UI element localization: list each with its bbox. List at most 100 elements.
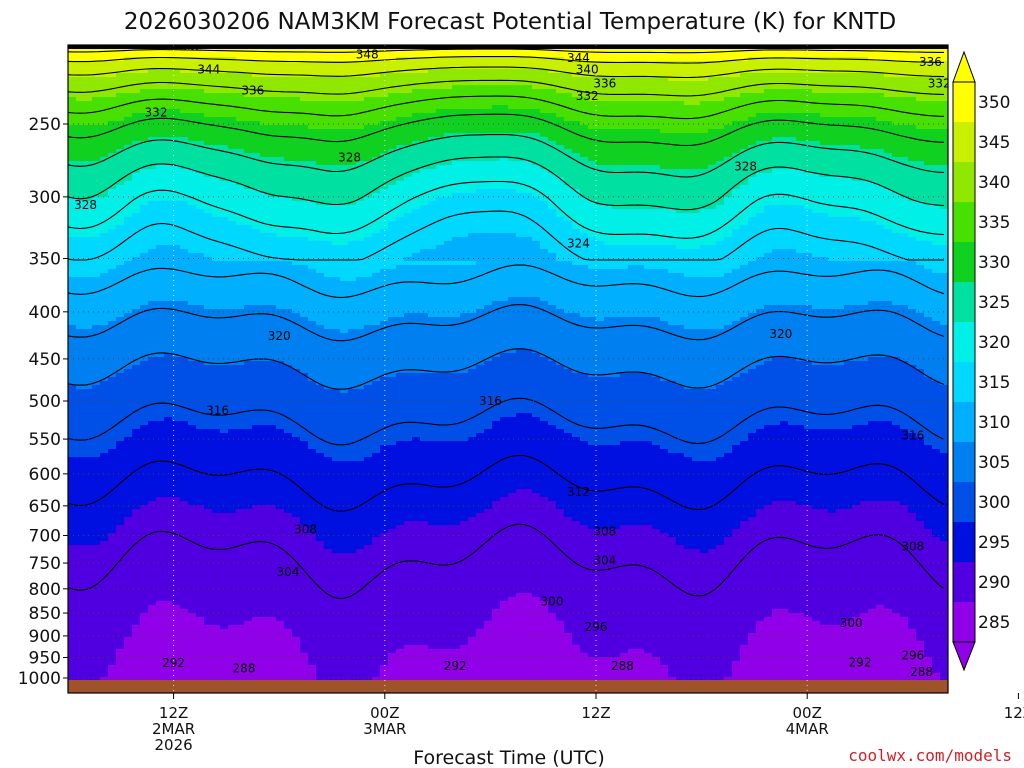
contour-label: 308: [294, 523, 317, 537]
contour-label: 344: [567, 51, 590, 65]
contour-label: 296: [901, 648, 924, 662]
y-tick-label: 850: [29, 604, 61, 624]
colorbar-swatch: [953, 362, 975, 403]
colorbar-max-arrow: [952, 50, 976, 83]
x-tick-label: 00Z: [370, 704, 399, 722]
y-tick-label: 500: [29, 392, 61, 412]
contour-label: 304: [593, 553, 616, 567]
contour-label: 320: [268, 329, 291, 343]
y-tick-label: 350: [29, 249, 61, 269]
colorbar-tick-label: 325: [978, 293, 1010, 313]
colorbar-swatch: [953, 402, 975, 443]
contour-label: 332: [928, 77, 951, 91]
grid: [68, 45, 948, 693]
contour-label: 308: [593, 524, 616, 538]
colorbar-swatch: [953, 602, 975, 643]
contour-label: 328: [338, 151, 361, 165]
contour-label: 316: [206, 403, 229, 417]
ground: [68, 680, 948, 693]
colorbar-swatch: [953, 202, 975, 243]
y-tick-label: 900: [29, 627, 61, 647]
contour-label: 288: [910, 665, 933, 679]
y-axis: 250 300 350 400 450 500 550 600 650 700 750 800 850 9…: [18, 115, 68, 689]
colorbar-min-arrow: [952, 641, 976, 672]
plot-frame: [67, 44, 949, 694]
contour-label: 348: [356, 47, 379, 61]
contour-label: 332: [145, 106, 168, 120]
colorbar-tick-label: 300: [978, 493, 1010, 513]
x-tick-label: 3MAR: [363, 720, 406, 738]
contour-label: 288: [233, 661, 256, 675]
x-tick-label: 2026: [155, 736, 193, 754]
contour-label: 292: [444, 659, 467, 673]
contour-288: [68, 523, 945, 599]
contour-label: 324: [567, 236, 590, 250]
contour-label: 312: [945, 494, 968, 508]
colorbar-swatch: [953, 82, 975, 123]
y-tick-label: 550: [29, 430, 61, 450]
contour-320: [68, 156, 945, 211]
y-tick-label: 600: [29, 465, 61, 485]
contour-label: 316: [901, 428, 924, 442]
contour-328: [68, 113, 945, 147]
y-tick-label: 1000: [18, 669, 61, 689]
x-tick-label: 12Z: [581, 704, 610, 722]
colorbar-tick-label: 350: [978, 93, 1010, 113]
colorbar-tick-label: 305: [978, 453, 1010, 473]
contour-292: [68, 454, 945, 512]
y-tick-label: 450: [29, 350, 61, 370]
x-axis: 12Z2MAR202600Z3MAR12Z00Z4MAR12Z: [152, 693, 1024, 754]
colorbar-swatch: [953, 562, 975, 603]
chart-title: 2026030206 NAM3KM Forecast Potential Tem…: [124, 9, 896, 35]
contour-label: 336: [241, 84, 264, 98]
x-tick-label: 4MAR: [786, 720, 829, 738]
contour-label: 292: [849, 656, 872, 670]
contour-label: 336: [593, 77, 616, 91]
x-tick-label: 12Z: [159, 704, 188, 722]
contour-label: 292: [162, 656, 185, 670]
contour-340: [68, 66, 945, 79]
colorbar-tick-label: 340: [978, 173, 1010, 193]
colorbar-swatch: [953, 282, 975, 323]
contour-label: 340: [576, 62, 599, 76]
colorbar-swatch: [953, 242, 975, 283]
contour-336: [68, 79, 945, 97]
contour-label: 288: [611, 659, 634, 673]
contour-label: 320: [769, 327, 792, 341]
contour-344: [68, 56, 945, 64]
contour-label: 300: [840, 616, 863, 630]
colorbar-tick-label: 335: [978, 213, 1010, 233]
contour-label: 332: [576, 89, 599, 103]
colorbar-swatch: [953, 162, 975, 203]
colorbar-swatch: [953, 482, 975, 523]
colorbar-tick-label: 295: [978, 533, 1010, 553]
contour-308: [68, 264, 945, 298]
x-tick-label: 12Z: [1004, 704, 1024, 722]
credit-link[interactable]: coolwx.com/models: [848, 746, 1012, 765]
y-tick-label: 400: [29, 303, 61, 323]
y-tick-label: 650: [29, 497, 61, 517]
y-tick-label: 750: [29, 554, 61, 574]
colorbar-tick-label: 290: [978, 573, 1010, 593]
x-tick-label: 2MAR: [152, 720, 195, 738]
y-tick-label: 950: [29, 649, 61, 669]
contour-label: 304: [277, 565, 300, 579]
contour-label: 328: [74, 198, 97, 212]
contour-label: 336: [919, 55, 942, 69]
contour-label: 300: [541, 595, 564, 609]
contour-296: [68, 397, 945, 446]
colorbar-tick-label: 315: [978, 373, 1010, 393]
y-tick-label: 250: [29, 115, 61, 135]
colorbar-tick-label: 345: [978, 133, 1010, 153]
colorbar-swatch: [953, 522, 975, 563]
contour-label: 296: [585, 620, 608, 634]
colorbar-tick-label: 285: [978, 613, 1010, 633]
contour-348: [68, 48, 944, 54]
contour-label: 312: [567, 485, 590, 499]
contour-label: 308: [901, 540, 924, 554]
contour-label: 352: [180, 40, 203, 54]
colorbar-swatch: [953, 442, 975, 483]
colorbar-tick-label: 310: [978, 413, 1010, 433]
